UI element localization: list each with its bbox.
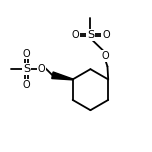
Text: O: O [38, 64, 46, 74]
Polygon shape [52, 72, 73, 80]
Text: O: O [102, 30, 110, 40]
Text: S: S [87, 30, 94, 40]
Text: O: O [71, 30, 79, 40]
Text: S: S [23, 64, 30, 74]
Text: O: O [101, 51, 109, 61]
Text: O: O [23, 49, 30, 59]
Text: O: O [23, 80, 30, 90]
